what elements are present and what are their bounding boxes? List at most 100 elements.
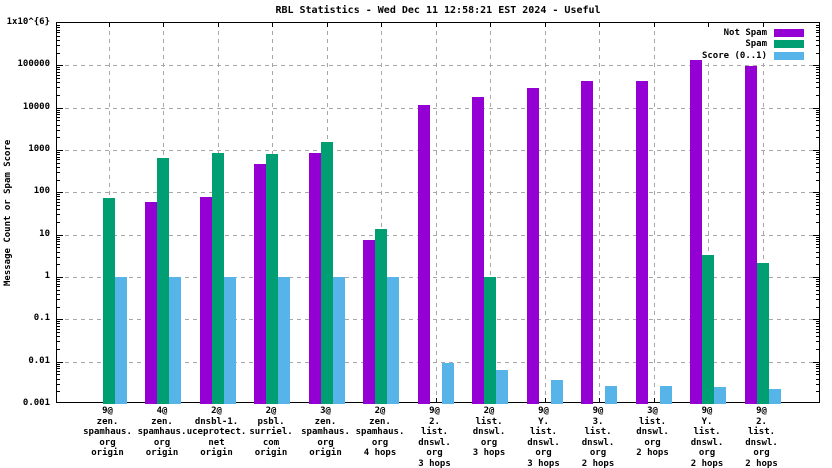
bar-score <box>714 387 726 404</box>
y-minor-tick <box>57 67 60 69</box>
x-category-label-line: 2 hops <box>636 448 669 458</box>
y-minor-tick <box>816 179 819 181</box>
y-axis-title: Message Count or Spam Score <box>3 139 13 286</box>
x-category-label-line: org <box>99 437 116 448</box>
x-category-label-line: 2@ <box>483 406 495 416</box>
v-gridline <box>708 23 709 402</box>
y-minor-tick <box>57 371 60 373</box>
y-major-tick <box>57 277 63 278</box>
bar-not_spam <box>145 202 157 404</box>
y-minor-tick <box>816 78 819 80</box>
x-category-label-line: 2 hops <box>581 458 615 468</box>
y-minor-tick <box>57 374 60 376</box>
y-major-tick <box>813 319 819 321</box>
bar-spam <box>484 277 496 404</box>
v-gridline <box>435 23 437 402</box>
y-major-tick <box>57 150 63 151</box>
y-minor-tick <box>816 383 819 385</box>
y-minor-tick <box>816 137 819 139</box>
x-category-label-line: 2. <box>756 416 767 427</box>
y-minor-tick <box>57 94 60 96</box>
v-gridline <box>381 23 382 402</box>
y-tick-label: 1x10^{6} <box>6 17 50 27</box>
y-minor-tick <box>57 336 60 338</box>
legend-row: Score (0..1) <box>702 50 804 62</box>
x-category-label-line: 2 hops <box>745 458 778 468</box>
y-minor-tick <box>57 281 60 283</box>
y-minor-tick <box>57 117 60 119</box>
y-major-tick <box>57 65 63 67</box>
x-tick <box>326 23 328 27</box>
y-minor-tick <box>816 67 819 69</box>
bar-spam <box>266 153 278 404</box>
x-category-label-line: Y. <box>701 416 713 427</box>
legend: Not Spam Spam Score (0..1) <box>701 27 804 62</box>
x-category-label: 4@ zen. spamhaus. org origin <box>116 406 208 459</box>
y-minor-tick <box>816 32 819 34</box>
y-minor-tick <box>816 111 819 113</box>
y-minor-tick <box>816 244 819 246</box>
x-category-label-line: 3 hops <box>527 458 560 468</box>
y-minor-tick <box>57 111 60 113</box>
y-minor-tick <box>816 162 819 164</box>
y-minor-tick <box>816 27 819 29</box>
x-category-label-line: 9@ <box>429 406 440 416</box>
y-minor-tick <box>57 32 60 34</box>
x-category-label-line: 9@ <box>592 406 604 416</box>
bar-score <box>441 362 454 404</box>
plot-area: Not Spam Spam Score (0..1) <box>56 22 820 404</box>
x-category-label-line: list. <box>638 416 667 427</box>
h-gridline <box>57 319 819 321</box>
x-category-label-line: origin <box>309 448 342 458</box>
h-gridline <box>57 361 819 363</box>
y-minor-tick <box>57 27 60 29</box>
x-category-label-line: 9@ <box>701 406 713 416</box>
x-category-label-line: dnswl. <box>472 427 506 437</box>
y-minor-tick <box>816 283 819 285</box>
y-minor-tick <box>816 194 819 196</box>
y-minor-tick <box>57 251 60 253</box>
bar-score <box>605 385 617 404</box>
y-major-tick <box>813 65 819 67</box>
x-category-label-line: origin <box>254 448 288 458</box>
y-minor-tick <box>816 82 819 84</box>
y-minor-tick <box>57 383 60 385</box>
bar-spam <box>211 153 224 404</box>
y-minor-tick <box>57 325 60 327</box>
y-minor-tick <box>57 154 60 156</box>
x-category-label-line: 3. <box>592 416 604 427</box>
y-minor-tick <box>816 117 819 119</box>
legend-label: Spam <box>745 39 767 50</box>
y-minor-tick <box>57 293 60 295</box>
x-tick <box>272 23 273 27</box>
x-category-label-line: dnswl. <box>527 437 560 448</box>
x-category-label-line: origin <box>91 448 124 458</box>
x-category-label-line: org <box>698 448 716 458</box>
h-gridline <box>57 234 819 236</box>
bar-not_spam <box>254 163 266 404</box>
y-minor-tick <box>57 194 60 196</box>
y-minor-tick <box>57 289 60 291</box>
y-minor-tick <box>816 348 819 350</box>
x-category-label: 2@ list. dnswl. org 3 hops <box>443 406 535 459</box>
y-minor-tick <box>57 323 60 325</box>
y-minor-tick <box>816 264 819 266</box>
y-minor-tick <box>816 323 819 325</box>
y-minor-tick <box>816 205 819 207</box>
x-tick <box>653 398 655 402</box>
v-gridline <box>599 23 600 402</box>
x-category-label-line: org <box>371 437 389 448</box>
y-minor-tick <box>816 209 819 211</box>
y-minor-tick <box>57 39 60 41</box>
bar-spam <box>102 198 115 404</box>
y-major-tick <box>813 150 819 151</box>
y-minor-tick <box>57 45 60 47</box>
y-minor-tick <box>816 71 819 73</box>
bar-not_spam <box>690 59 702 404</box>
y-minor-tick <box>816 328 819 330</box>
y-minor-tick <box>57 244 60 246</box>
y-minor-tick <box>57 264 60 266</box>
y-minor-tick <box>816 69 819 71</box>
y-minor-tick <box>816 124 819 126</box>
x-category-label-line: spamhaus. <box>301 427 350 437</box>
